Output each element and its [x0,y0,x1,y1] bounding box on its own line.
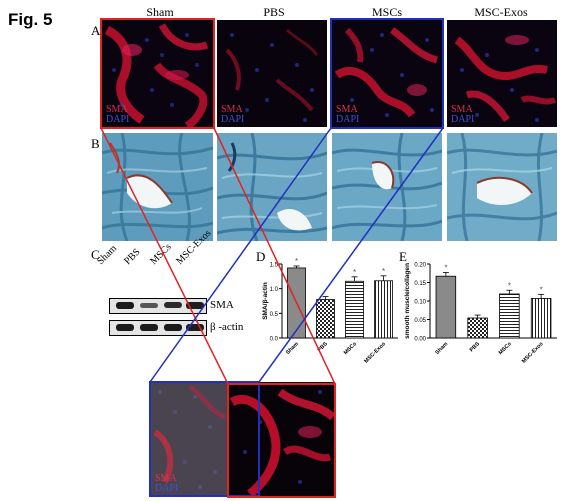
panel-letter-a: A [91,23,101,38]
column-header-sham: Sham [146,5,174,19]
stain-label-dapi: DAPI [221,114,245,125]
highlight-box-blue-enlarged [149,381,260,497]
wb-strip-beta-actin [109,320,207,336]
y-tick-label: 0.0 [270,337,279,343]
connector-line-red-right [213,127,336,385]
bar-msc-exos [374,280,393,339]
significance-marker: * [382,267,385,276]
micrograph-sma-mscs: SMA DAPI [332,20,442,127]
stain-label-sma: SMA [155,473,177,484]
significance-marker: * [353,268,356,277]
bar-msc-exos [530,298,552,339]
wb-band [116,324,134,331]
y-axis-label: SMA/β-actin [262,282,269,320]
stain-label-sma: SMA [451,104,473,115]
significance-marker: * [508,281,511,290]
connector-line-blue-left [149,127,332,383]
stain-label-sma: SMA [336,104,358,115]
wb-band [116,302,134,309]
column-header-pbs: PBS [263,5,285,19]
highlight-box-red-sham [100,18,215,129]
trichrome-pbs [217,133,327,241]
stain-label-dapi: DAPI [451,114,475,125]
wb-band [186,302,204,309]
stain-label-dapi: DAPI [155,483,179,494]
connector-line-blue-right [258,127,444,383]
stain-label-sma: SMA [221,104,243,115]
micrograph-sma-sham: SMA DAPI [102,20,213,127]
micrograph-sma-msc-exos: SMA DAPI [447,20,557,127]
wb-band [164,324,182,331]
y-tick-label: 0.20 [414,263,426,269]
trichrome-msc-exos [447,133,557,241]
y-tick-label: 0.05 [414,318,426,324]
trichrome-mscs [332,133,442,241]
micrograph-sma-pbs: SMA DAPI [217,20,327,127]
wb-band [140,324,158,331]
connector-line-red-left [100,127,229,385]
y-axis-label: smooth muscle/collagen [404,263,411,339]
panel-letter-b: B [91,136,100,151]
significance-marker: * [444,264,447,273]
wb-label-sma: SMA [210,299,234,311]
wb-band [140,303,158,308]
wb-label-beta-actin: β -actin [210,321,244,333]
wb-strip-sma [109,298,207,314]
y-tick-label: 0.00 [414,337,426,343]
y-tick-label: 0.10 [414,300,426,306]
highlight-box-red-enlarged [227,383,336,498]
figure-label: Fig. 5 [8,10,53,29]
column-header-mscs: MSCs [371,5,403,19]
significance-marker: * [540,285,543,294]
trichrome-sham [102,133,213,241]
column-header-msc-exos: MSC-Exos [474,5,528,19]
y-tick-label: 0.15 [414,281,426,287]
significance-marker: * [295,258,298,266]
stain-label-dapi: DAPI [106,114,130,125]
wb-band [186,324,204,331]
y-tick-label: 1.5 [270,263,279,269]
y-tick-label: 1.0 [270,287,279,293]
wb-band [164,302,182,308]
panel-letter-c: C [91,247,100,262]
panel-letter-e: E [399,249,407,264]
enlarged-composite-image: SMA DAPI [150,382,335,497]
highlight-box-blue-mscs [330,18,444,129]
panel-letter-d: D [256,249,266,264]
y-tick-label: 0.5 [270,312,279,318]
stain-label-dapi: DAPI [336,114,360,125]
stain-label-sma: SMA [106,104,128,115]
